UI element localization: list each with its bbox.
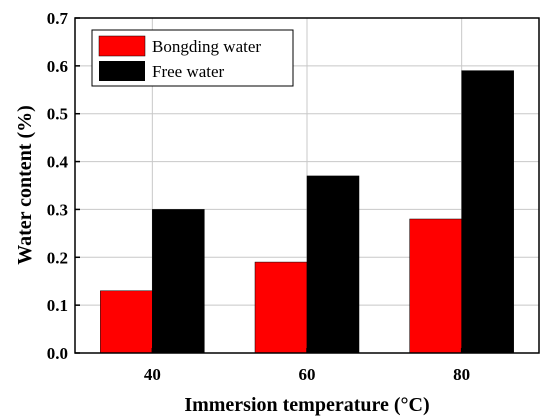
axis-ticks: 0.0 0.1 0.2 0.3 0.4 0.5 0.6 0.7 40 60 80 [47,9,470,384]
bar-free-water-80 [461,70,514,354]
bar-free-water-60 [306,175,360,354]
y-tick-label: 0.3 [47,200,68,219]
bars [100,70,514,354]
x-axis-title: Immersion temperature (°C) [184,394,429,416]
legend-swatch-free-water [99,61,145,81]
bar-bongding-water-40 [100,290,153,354]
x-tick-label: 40 [144,365,161,384]
y-tick-label: 0.5 [47,105,68,124]
x-tick-label: 60 [299,365,316,384]
legend: Bongding water Free water [91,29,294,87]
y-tick-label: 0.2 [47,248,68,267]
y-tick-label: 0.7 [47,9,69,28]
y-tick-label: 0.0 [47,344,68,363]
y-tick-label: 0.4 [47,153,69,172]
x-tick-label: 80 [453,365,470,384]
y-axis-title: Water content (%) [14,105,36,265]
legend-swatch-bongding-water [98,35,146,57]
y-tick-label: 0.1 [47,296,68,315]
legend-label-free-water: Free water [152,62,225,81]
bar-free-water-40 [152,209,205,354]
bar-bongding-water-60 [254,261,308,354]
bar-bongding-water-80 [409,218,462,354]
legend-label-bongding-water: Bongding water [152,37,261,56]
y-tick-label: 0.6 [47,57,68,76]
